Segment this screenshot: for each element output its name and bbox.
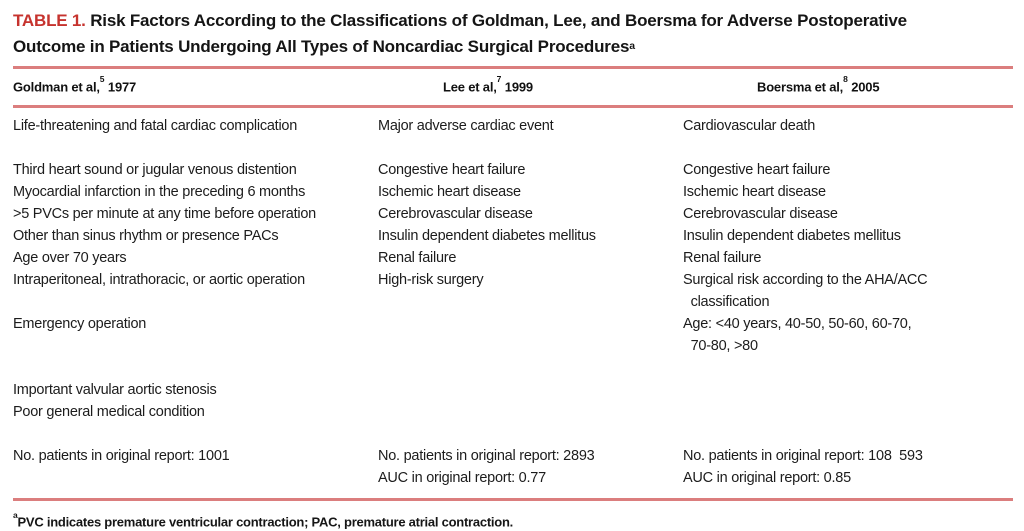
- table-cell: Third heart sound or jugular venous dist…: [13, 162, 297, 179]
- column-header-name: Boersma et al,: [757, 79, 844, 95]
- table-cell: Cerebrovascular disease: [683, 206, 838, 223]
- table-row: >5 PVCs per minute at any time before op…: [13, 203, 1013, 225]
- table-cell: [378, 379, 683, 401]
- table-title-text: Risk Factors According to the Classifica…: [13, 11, 907, 56]
- column-header-name: Lee et al,: [443, 79, 497, 95]
- table-row: AUC in original report: 0.77 AUC in origi…: [13, 467, 1013, 500]
- spacer-row: [13, 423, 1013, 445]
- table-row: Life-threatening and fatal cardiac compl…: [13, 107, 1013, 138]
- table-row: Age over 70 years Renal failure Renal fail…: [13, 247, 1013, 269]
- footnote-marker: a: [13, 510, 18, 521]
- column-header: Boersma et al,8 2005: [683, 67, 1013, 109]
- table-cell: [13, 423, 378, 445]
- table-cell: [13, 467, 378, 500]
- table-cell: Cardiovascular death: [683, 118, 816, 135]
- table-cell: Renal failure: [378, 250, 457, 267]
- table-row: No. patients in original report: 1001 No.…: [13, 445, 1013, 467]
- table-cell: No. patients in original report: 1001: [13, 448, 230, 465]
- footnote-text: PVC indicates premature ventricular cont…: [17, 514, 514, 530]
- title-footnote-marker: a: [629, 40, 635, 52]
- table-cell: Insulin dependent diabetes mellitus: [683, 228, 901, 245]
- column-header-reference: 8: [843, 74, 848, 84]
- table-cell: Surgical risk according to the AHA/ACC c…: [683, 272, 928, 311]
- table-body: Life-threatening and fatal cardiac compl…: [13, 107, 1013, 500]
- table-cell: Major adverse cardiac event: [378, 118, 554, 135]
- table-cell: [13, 137, 378, 159]
- table-cell: Congestive heart failure: [378, 162, 526, 179]
- table-row: Myocardial infarction in the preceding 6…: [13, 181, 1013, 203]
- table-cell: Cerebrovascular disease: [378, 206, 533, 223]
- table-cell: Important valvular aortic stenosis: [13, 382, 217, 399]
- table-cell: Emergency operation: [13, 316, 147, 333]
- table-cell: High-risk surgery: [378, 272, 484, 289]
- table-cell: AUC in original report: 0.77: [378, 470, 546, 487]
- table-cell: [683, 137, 1013, 159]
- table-row: Third heart sound or jugular venous dist…: [13, 159, 1013, 181]
- table-cell: [683, 357, 1013, 379]
- table-cell: Age: <40 years, 40-50, 50-60, 60-70, 70-…: [683, 316, 912, 355]
- column-header-year: 1977: [104, 79, 137, 95]
- column-header-reference: 5: [99, 74, 105, 84]
- table-cell: Other than sinus rhythm or presence PACs: [13, 228, 279, 245]
- table-cell: Age over 70 years: [13, 250, 127, 267]
- table-cell: Ischemic heart disease: [683, 184, 826, 201]
- spacer-row: [13, 357, 1013, 379]
- table-row: Important valvular aortic stenosis: [13, 379, 1013, 401]
- table-cell: No. patients in original report: 2893: [378, 448, 595, 465]
- table-cell: Ischemic heart disease: [378, 184, 521, 201]
- table-cell: [378, 313, 683, 357]
- table-cell: Renal failure: [683, 250, 762, 267]
- column-header-reference: 7: [496, 74, 502, 84]
- table-cell: AUC in original report: 0.85: [683, 470, 851, 487]
- table-cell: Intraperitoneal, intrathoracic, or aorti…: [13, 272, 305, 289]
- risk-factors-table: Goldman et al,5 1977 Lee et al,7 1999 Boer…: [13, 66, 1013, 501]
- table-cell: [378, 423, 683, 445]
- table-cell: [13, 357, 378, 379]
- table-cell: [378, 401, 683, 423]
- table-cell: Life-threatening and fatal cardiac compl…: [13, 118, 298, 135]
- table-header-row: Goldman et al,5 1977 Lee et al,7 1999 Boer…: [13, 67, 1013, 109]
- table-cell: Myocardial infarction in the preceding 6…: [13, 184, 306, 201]
- table-cell: Poor general medical condition: [13, 404, 205, 421]
- column-header: Lee et al,7 1999: [378, 67, 683, 109]
- table-cell: [683, 401, 1013, 423]
- table-title: TABLE 1. Risk Factors According to the C…: [0, 0, 935, 60]
- table-cell: No. patients in original report: 108 593: [683, 448, 923, 465]
- table-cell: [378, 357, 683, 379]
- table-cell: Insulin dependent diabetes mellitus: [378, 228, 596, 245]
- column-header-name: Goldman et al,: [13, 79, 100, 95]
- column-header-year: 1999: [501, 79, 533, 95]
- spacer-row: [13, 137, 1013, 159]
- table-row: Intraperitoneal, intrathoracic, or aorti…: [13, 269, 1013, 313]
- table-row: Other than sinus rhythm or presence PACs…: [13, 225, 1013, 247]
- table-cell: >5 PVCs per minute at any time before op…: [13, 206, 316, 223]
- table-cell: [378, 137, 683, 159]
- table-cell: Congestive heart failure: [683, 162, 831, 179]
- column-header-year: 2005: [847, 79, 880, 95]
- table-row: Emergency operation Age: <40 years, 40-50…: [13, 313, 1013, 357]
- table-footnote: aPVC indicates premature ventricular con…: [13, 510, 1004, 530]
- table-header: Goldman et al,5 1977 Lee et al,7 1999 Boer…: [13, 67, 1013, 109]
- table-cell: [683, 423, 1013, 445]
- column-header: Goldman et al,5 1977: [13, 67, 378, 109]
- table-row: Poor general medical condition: [13, 401, 1013, 423]
- table-number-label: TABLE 1.: [13, 11, 86, 30]
- table-cell: [683, 379, 1013, 401]
